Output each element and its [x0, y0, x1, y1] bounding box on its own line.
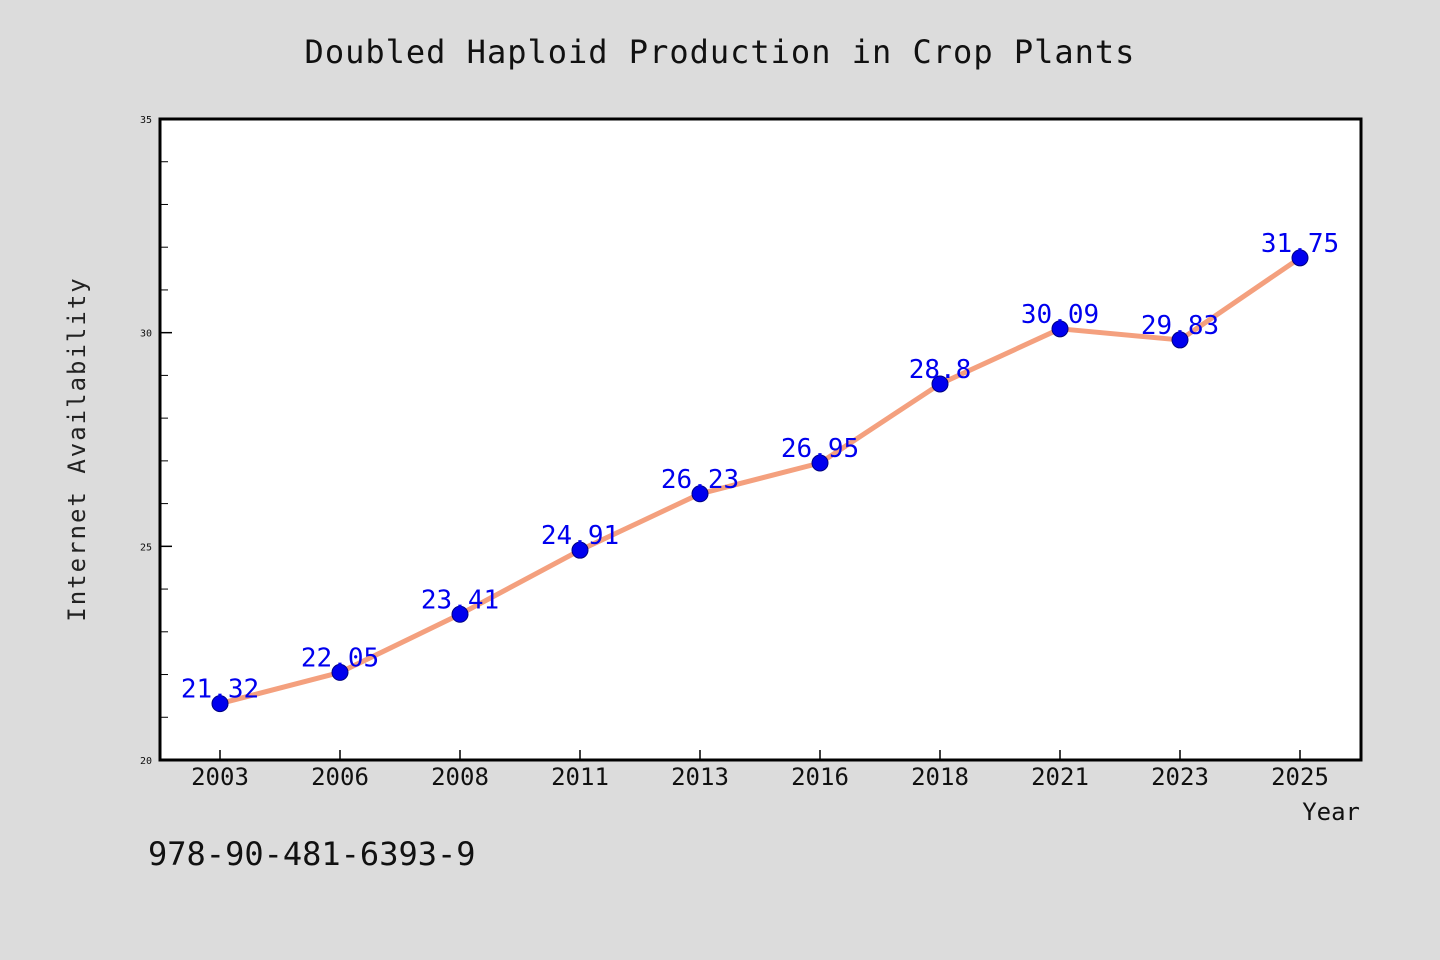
- x-tick-label: 2025: [1271, 763, 1329, 791]
- data-point: [211, 695, 229, 713]
- data-point: [1051, 320, 1069, 338]
- data-point: [571, 541, 589, 559]
- y-tick-label: 35: [140, 115, 152, 126]
- data-labels: 21.32 22.05 23.41 24.91 26.23 26.95 28.8 30.09 2…: [181, 229, 1339, 705]
- y-axis-label: Internet Availability: [63, 276, 91, 621]
- x-tick-label: 2021: [1031, 763, 1089, 791]
- x-axis-ticks: 2003 2006 2008 2011 2013 2016 2018 2021 2023 2025: [191, 750, 1329, 791]
- data-label: 26.95: [781, 434, 859, 464]
- footnote-isbn: 978-90-481-6393-9: [148, 835, 476, 873]
- x-tick-label: 2016: [791, 763, 849, 791]
- data-point: [811, 454, 829, 472]
- data-point: [1171, 331, 1189, 349]
- chart-title: Doubled Haploid Production in Crop Plant…: [305, 33, 1136, 71]
- data-point: [931, 375, 949, 393]
- x-tick-label: 2013: [671, 763, 729, 791]
- x-tick-label: 2006: [311, 763, 369, 791]
- data-label: 26.23: [661, 465, 739, 495]
- plot-area: [160, 119, 1361, 760]
- series-line-group: [217, 255, 1303, 707]
- data-label: 22.05: [301, 643, 379, 673]
- data-label: 31.75: [1261, 229, 1339, 259]
- y-tick-label: 25: [140, 542, 152, 553]
- data-label: 23.41: [421, 585, 499, 615]
- data-point: [1291, 249, 1309, 267]
- data-label: 30.09: [1021, 300, 1099, 330]
- data-label: 29.83: [1141, 311, 1219, 341]
- data-points: [211, 249, 1309, 713]
- data-point: [691, 485, 709, 503]
- data-label: 24.91: [541, 521, 619, 551]
- data-point: [451, 605, 469, 623]
- x-axis-label: Year: [1302, 798, 1360, 826]
- data-label: 21.32: [181, 675, 259, 705]
- x-tick-label: 2011: [551, 763, 609, 791]
- x-tick-label: 2023: [1151, 763, 1209, 791]
- y-tick-label: 20: [140, 756, 152, 767]
- data-label: 28.8: [909, 355, 972, 385]
- x-tick-label: 2008: [431, 763, 489, 791]
- x-tick-label: 2003: [191, 763, 249, 791]
- data-point: [331, 663, 349, 681]
- x-tick-label: 2018: [911, 763, 969, 791]
- series-line: [217, 255, 1303, 707]
- y-tick-label: 30: [140, 329, 152, 340]
- plot-frame: [158, 117, 1363, 762]
